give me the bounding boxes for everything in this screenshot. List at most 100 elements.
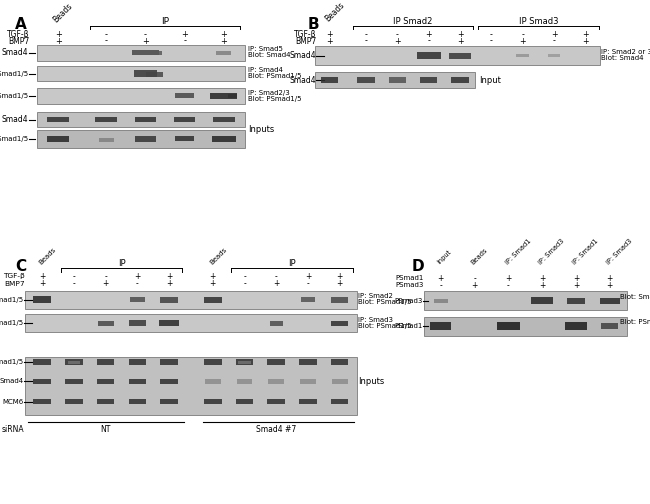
Bar (332, 297, 348, 302)
Bar (25, 314, 357, 332)
Bar (210, 93, 237, 99)
Bar (331, 359, 348, 365)
Text: Smad4: Smad4 (1, 48, 28, 57)
Bar (601, 324, 618, 329)
Text: +: + (539, 274, 545, 283)
Bar (205, 380, 221, 384)
Bar (268, 380, 284, 384)
Bar (134, 70, 157, 77)
Bar (301, 297, 315, 302)
Text: +: + (103, 279, 109, 288)
Bar (129, 379, 146, 384)
Text: Blot: PSmad1/5: Blot: PSmad1/5 (358, 299, 411, 305)
Text: +: + (337, 279, 343, 288)
Text: IP Smad3: IP Smad3 (519, 17, 558, 26)
Bar (268, 359, 285, 365)
Bar (532, 297, 552, 304)
Text: +: + (134, 272, 140, 281)
Bar (430, 323, 451, 330)
Text: IP: IP (161, 17, 169, 26)
Text: PSmad3: PSmad3 (394, 298, 422, 304)
Text: IP: Smad2: IP: Smad2 (358, 293, 393, 299)
Text: -: - (243, 272, 246, 281)
Bar (97, 359, 114, 365)
Text: Blot: Smad4: Blot: Smad4 (601, 55, 644, 61)
Text: -: - (365, 30, 367, 39)
Text: -: - (507, 281, 510, 290)
Text: -: - (396, 30, 398, 39)
Text: -: - (473, 274, 476, 283)
Bar (37, 131, 245, 148)
Text: IP: Smad3: IP: Smad3 (605, 237, 633, 265)
Text: NT: NT (101, 424, 111, 433)
Text: -: - (104, 272, 107, 281)
Bar (213, 117, 235, 122)
Text: -: - (275, 272, 278, 281)
Bar (135, 136, 156, 142)
Text: +: + (505, 274, 512, 283)
Text: +: + (166, 279, 172, 288)
Text: IP: Smad4: IP: Smad4 (248, 68, 283, 73)
Bar (25, 291, 357, 308)
Text: A: A (14, 18, 26, 32)
Text: IP: Smad2/3: IP: Smad2/3 (248, 90, 289, 96)
Bar (37, 88, 245, 104)
Text: -: - (365, 37, 367, 45)
Text: B: B (308, 18, 320, 32)
Text: Blot: Smad4: Blot: Smad4 (248, 52, 291, 58)
Text: -: - (427, 37, 430, 45)
Text: +: + (39, 279, 46, 288)
Bar (228, 94, 237, 98)
Text: -: - (183, 37, 186, 45)
Bar (268, 399, 285, 404)
Bar (132, 50, 159, 55)
Text: Inputs: Inputs (358, 377, 384, 387)
Bar (299, 399, 317, 404)
Text: -: - (521, 30, 524, 39)
Text: +: + (210, 272, 216, 281)
Text: PSmad1/5: PSmad1/5 (0, 71, 28, 77)
Text: +: + (437, 274, 444, 283)
Bar (204, 296, 222, 303)
Text: PSmad1: PSmad1 (394, 323, 422, 329)
Text: Beads: Beads (323, 1, 346, 23)
Bar (420, 78, 437, 83)
Bar (357, 78, 374, 83)
Text: TGF-β: TGF-β (7, 30, 29, 39)
Text: -: - (73, 272, 75, 281)
Text: Smad4: Smad4 (289, 51, 316, 60)
Text: +: + (273, 279, 280, 288)
Text: D: D (412, 260, 424, 274)
Bar (99, 138, 114, 142)
Text: C: C (16, 260, 27, 274)
Bar (65, 379, 83, 384)
Text: Inputs: Inputs (248, 125, 274, 134)
Text: BMP7: BMP7 (5, 281, 25, 287)
Bar (33, 359, 51, 365)
Text: PSmad1/5: PSmad1/5 (0, 93, 28, 99)
Bar (315, 46, 600, 65)
Text: PSmad1/5: PSmad1/5 (0, 297, 24, 303)
Bar (175, 136, 194, 141)
Text: +: + (220, 37, 227, 45)
Text: +: + (519, 37, 526, 45)
Bar (332, 321, 348, 326)
Bar (175, 93, 194, 98)
Text: IP: Smad1: IP: Smad1 (504, 237, 532, 265)
Bar (96, 117, 117, 122)
Bar (417, 52, 441, 59)
Bar (567, 298, 585, 304)
Text: Beads: Beads (52, 2, 75, 24)
Bar (47, 136, 70, 143)
Bar (449, 53, 471, 58)
Text: +: + (539, 281, 545, 290)
Text: -: - (490, 37, 493, 45)
Text: +: + (471, 281, 478, 290)
Bar (270, 321, 283, 326)
Text: PSmad1: PSmad1 (395, 275, 424, 281)
Text: +: + (337, 272, 343, 281)
Bar (548, 54, 560, 56)
Text: PSmad1/5: PSmad1/5 (0, 359, 24, 365)
Bar (239, 361, 251, 364)
Text: Blot: PSmad1/5: Blot: PSmad1/5 (248, 73, 302, 79)
